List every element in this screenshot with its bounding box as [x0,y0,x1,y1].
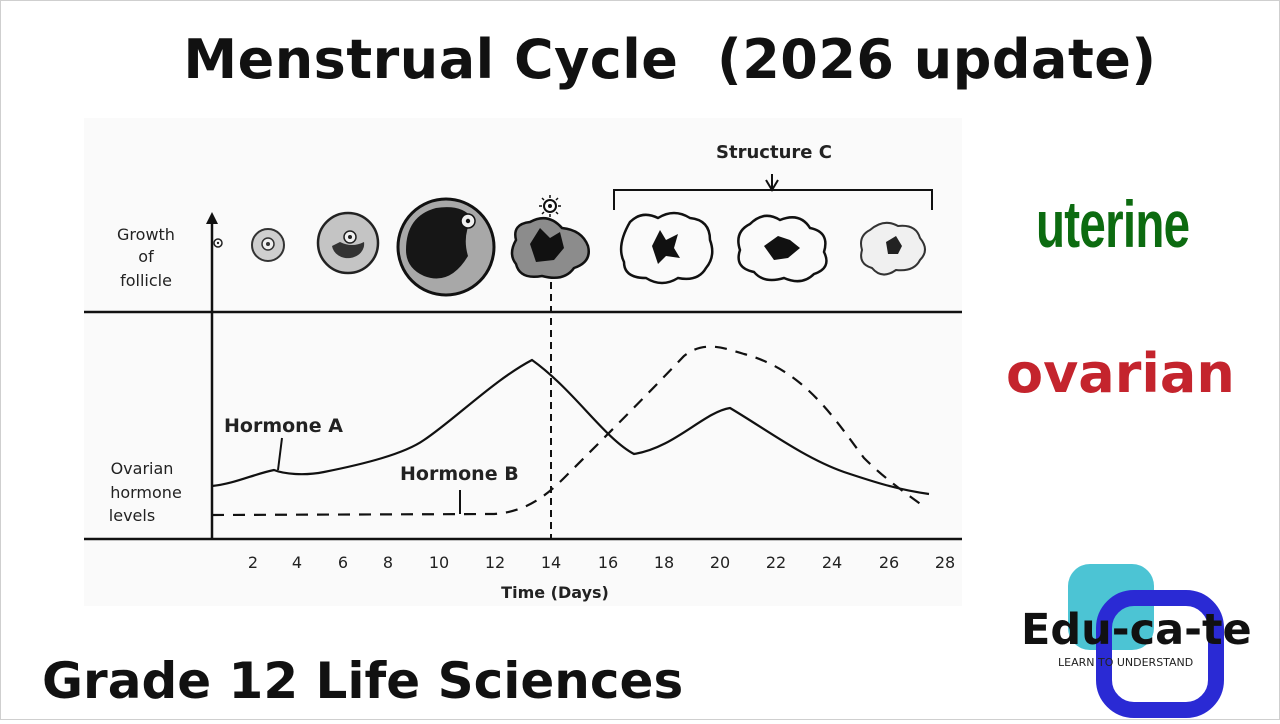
menstrual-cycle-diagram: Growth of follicle Ovarian hormone level… [84,118,962,606]
x-tick-4: 4 [292,553,302,572]
x-tick-24: 24 [822,553,842,572]
follicle-label-1: Growth [117,225,175,244]
logo-name: Edu-ca-te [1021,605,1252,655]
hormone-a-pointer [277,437,283,471]
follicle-stage-4-antrum [406,207,472,279]
x-tick-6: 6 [338,553,348,572]
hormone-b-label: Hormone B [400,463,519,485]
x-tick-22: 22 [766,553,786,572]
ovarian-label: ovarian [1006,342,1235,405]
follicle-stage-2-nucleus [266,242,270,246]
structure-c-stage-1-core [652,230,680,264]
x-tick-14: 14 [541,553,561,572]
diagram-svg: Growth of follicle Ovarian hormone level… [84,142,962,602]
hormone-axis-label-3: levels [109,506,155,525]
x-tick-10: 10 [429,553,449,572]
structure-c-bracket [613,189,933,210]
follicle-stage-1-core [216,241,220,245]
ovulating-follicle-core [530,228,564,262]
released-ovum-rays [539,195,561,217]
follicle-label-3: follicle [120,271,172,290]
logo-blue-ring [1096,590,1224,718]
follicle-stage-3-nucleus [348,235,352,239]
x-axis-title: Time (Days) [501,583,609,602]
follicle-stage-4-nucleus [465,218,471,224]
x-tick-20: 20 [710,553,730,572]
x-tick-2: 2 [248,553,258,572]
follicle-label-2: of [138,247,154,266]
follicle-stage-3-antrum [332,242,365,259]
structure-c-bracket-tip [765,174,779,192]
hormone-a-label: Hormone A [224,415,343,437]
y-axis-arrow [206,212,218,224]
x-tick-18: 18 [654,553,674,572]
x-tick-26: 26 [879,553,899,572]
released-ovum-nucleus [548,204,552,208]
follicle-stages [213,195,926,539]
structure-c-stage-2-core [764,236,800,260]
hormone-axis-label-2: hormone [110,483,182,502]
x-tick-16: 16 [598,553,618,572]
educate-logo-svg: Edu-ca-te LEARN TO UNDERSTAND [1021,564,1252,718]
educate-logo: Edu-ca-te LEARN TO UNDERSTAND [1018,562,1280,720]
x-tick-8: 8 [383,553,393,572]
x-tick-12: 12 [485,553,505,572]
released-ovum [539,195,561,217]
page-title: Menstrual Cycle (2026 update) [183,28,1157,91]
hormone-a-curve [211,358,930,496]
uterine-label: uterine [1036,187,1190,261]
hormone-axis-label-1: Ovarian [111,459,174,478]
hormone-b-curve [211,345,927,517]
x-tick-28: 28 [935,553,955,572]
structure-c-label: Structure C [716,142,832,163]
logo-tagline: LEARN TO UNDERSTAND [1058,656,1193,669]
subtitle: Grade 12 Life Sciences [42,652,684,710]
structure-c-stage-3-core [886,236,902,254]
